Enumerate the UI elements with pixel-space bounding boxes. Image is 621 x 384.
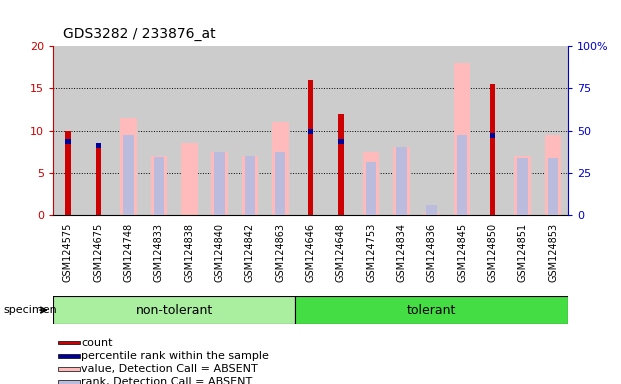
- Bar: [114, 46, 143, 215]
- Bar: [338, 114, 343, 215]
- Bar: [275, 152, 286, 215]
- Text: percentile rank within the sample: percentile rank within the sample: [81, 351, 269, 361]
- Bar: [235, 46, 265, 215]
- Bar: [120, 118, 137, 215]
- Bar: [58, 367, 79, 371]
- Text: non-tolerant: non-tolerant: [135, 304, 212, 316]
- Bar: [58, 381, 79, 384]
- Bar: [308, 129, 313, 134]
- Bar: [454, 63, 471, 215]
- Bar: [366, 162, 376, 215]
- Bar: [53, 46, 83, 215]
- Bar: [478, 46, 507, 215]
- Bar: [427, 205, 437, 215]
- Bar: [150, 156, 167, 215]
- Bar: [204, 46, 235, 215]
- Bar: [490, 84, 495, 215]
- Bar: [396, 147, 407, 215]
- Bar: [548, 159, 558, 215]
- Bar: [507, 46, 538, 215]
- Bar: [386, 46, 417, 215]
- Bar: [242, 156, 258, 215]
- Text: GDS3282 / 233876_at: GDS3282 / 233876_at: [63, 27, 215, 41]
- Bar: [325, 46, 356, 215]
- Bar: [58, 354, 79, 358]
- Bar: [143, 46, 174, 215]
- Bar: [96, 147, 101, 215]
- Bar: [490, 133, 495, 138]
- Bar: [296, 296, 568, 324]
- Bar: [514, 156, 531, 215]
- Bar: [174, 46, 204, 215]
- Bar: [245, 156, 255, 215]
- Text: rank, Detection Call = ABSENT: rank, Detection Call = ABSENT: [81, 377, 252, 384]
- Text: specimen: specimen: [3, 305, 57, 315]
- Bar: [272, 122, 289, 215]
- Bar: [265, 46, 296, 215]
- Bar: [296, 46, 325, 215]
- Bar: [338, 139, 343, 144]
- Bar: [83, 46, 114, 215]
- Bar: [214, 152, 225, 215]
- Text: tolerant: tolerant: [407, 304, 456, 316]
- Bar: [65, 131, 71, 215]
- Bar: [211, 152, 228, 215]
- Bar: [538, 46, 568, 215]
- Bar: [53, 296, 296, 324]
- Bar: [517, 159, 528, 215]
- Bar: [153, 157, 164, 215]
- Bar: [545, 135, 561, 215]
- Bar: [181, 143, 197, 215]
- Bar: [457, 135, 468, 215]
- Bar: [393, 147, 410, 215]
- Bar: [308, 80, 313, 215]
- Bar: [363, 152, 379, 215]
- Text: value, Detection Call = ABSENT: value, Detection Call = ABSENT: [81, 364, 258, 374]
- Bar: [124, 135, 134, 215]
- Text: count: count: [81, 338, 112, 348]
- Bar: [58, 341, 79, 344]
- Bar: [65, 139, 71, 144]
- Bar: [417, 46, 447, 215]
- Bar: [356, 46, 386, 215]
- Bar: [447, 46, 478, 215]
- Bar: [96, 143, 101, 148]
- Bar: [424, 212, 440, 215]
